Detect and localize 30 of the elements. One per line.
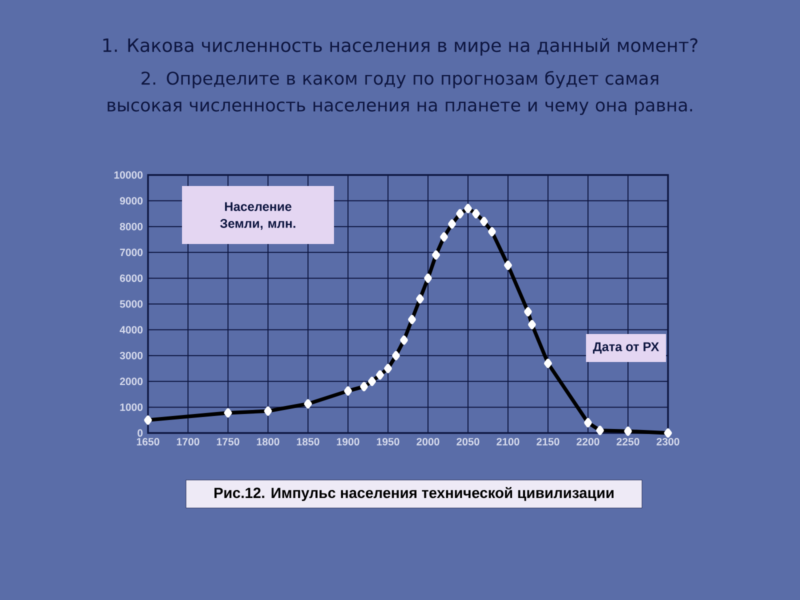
chart-title: 1. Какова численность населения в мире на данный момент?	[103, 38, 698, 56]
x-tick-label: 2000	[416, 438, 440, 446]
y-tick-label: 6000	[120, 274, 143, 282]
x-tick-label: 1700	[176, 438, 200, 446]
chart-subtitle: 2. Определите в каком году по прогнозам будет самая высокая численность населения на планете и чему она равна.	[108, 70, 692, 115]
x-tick-label: 1900	[336, 438, 360, 446]
x-tick-label: 2250	[616, 438, 640, 446]
y-tick-label: 7000	[120, 248, 143, 256]
y-tick-label: 2000	[120, 378, 143, 386]
x-tick-label: 2200	[576, 438, 600, 446]
x-tick-label: 2300	[656, 438, 680, 446]
x-axis-title: Дата от РХ	[592, 342, 660, 354]
text: Рис.12. Импульс населения технической цивилизации	[214, 486, 614, 502]
y-tick-label: 1000	[120, 403, 143, 411]
x-tick-label: 2050	[456, 438, 480, 446]
y-tick-label: 0	[138, 429, 143, 437]
y-tick-label: 4000	[120, 326, 143, 334]
x-tick-label: 1950	[376, 438, 400, 446]
y-tick-label: 10000	[114, 171, 143, 179]
x-tick-label: 1650	[136, 438, 160, 446]
y-tick-label: 9000	[120, 197, 143, 205]
x-tick-label: 1850	[296, 438, 320, 446]
x-tick-label: 2150	[536, 438, 560, 446]
x-tick-label: 2100	[496, 438, 520, 446]
x-tick-label: 1750	[216, 438, 240, 446]
y-tick-label: 5000	[120, 300, 143, 308]
x-tick-label: 1800	[256, 438, 280, 446]
y-axis-title: Население Земли, млн.	[220, 202, 296, 230]
y-tick-label: 3000	[120, 352, 143, 360]
y-tick-label: 8000	[120, 222, 143, 230]
